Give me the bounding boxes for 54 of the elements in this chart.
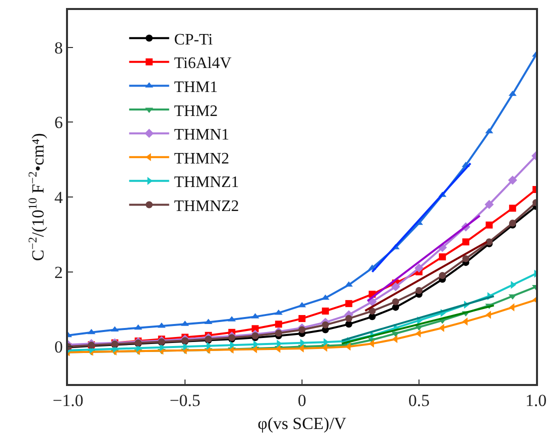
point: [298, 326, 306, 334]
y-tick-label: 6: [54, 113, 63, 132]
point: [368, 308, 376, 315]
point: [345, 315, 352, 322]
legend-label: THM2: [174, 102, 218, 120]
x-tick-label: 1.0: [525, 391, 547, 410]
point: [275, 330, 282, 337]
y-tick-label: 4: [54, 188, 64, 207]
legend-label: THM1: [174, 78, 218, 96]
point: [391, 282, 400, 292]
point: [322, 308, 329, 315]
point: [508, 294, 517, 300]
point: [510, 280, 516, 289]
point: [484, 200, 494, 210]
point: [298, 315, 306, 322]
point: [486, 222, 493, 229]
point: [204, 318, 212, 324]
x-tick-label: −1.0: [52, 391, 84, 410]
point: [392, 298, 400, 306]
y-tick-label: 0: [54, 338, 63, 357]
legend-label: THMN2: [174, 150, 230, 168]
point: [275, 320, 282, 328]
point: [508, 176, 518, 185]
x-tick-label: 0: [298, 391, 306, 410]
point: [253, 340, 259, 348]
legend-label: THMNZ1: [174, 174, 240, 192]
point: [87, 328, 96, 334]
point: [462, 318, 468, 326]
point: [462, 255, 470, 262]
point: [462, 238, 470, 246]
point: [344, 281, 353, 287]
legend-label: CP-Ti: [174, 31, 214, 48]
x-tick-label: −0.5: [170, 391, 200, 410]
legend-label: THMN1: [174, 126, 230, 144]
point: [392, 332, 400, 338]
point: [110, 326, 119, 332]
point: [345, 300, 352, 308]
legend-label: THMNZ2: [174, 198, 240, 215]
point: [438, 272, 446, 280]
point: [416, 287, 422, 294]
point: [392, 304, 400, 311]
y-tick-label: 8: [54, 38, 63, 58]
point: [274, 309, 283, 315]
point: [438, 324, 444, 332]
point: [438, 253, 446, 260]
point: [414, 264, 424, 273]
x-axis-title: φ(vs SCE)/V: [258, 414, 348, 434]
y-tick-label: 2: [54, 262, 63, 282]
point: [134, 324, 142, 330]
legend-label: Ti6Al4V: [174, 55, 232, 72]
point: [345, 342, 351, 351]
point: [509, 204, 516, 212]
point: [322, 321, 329, 328]
x-tick-label: 0.5: [408, 391, 430, 410]
